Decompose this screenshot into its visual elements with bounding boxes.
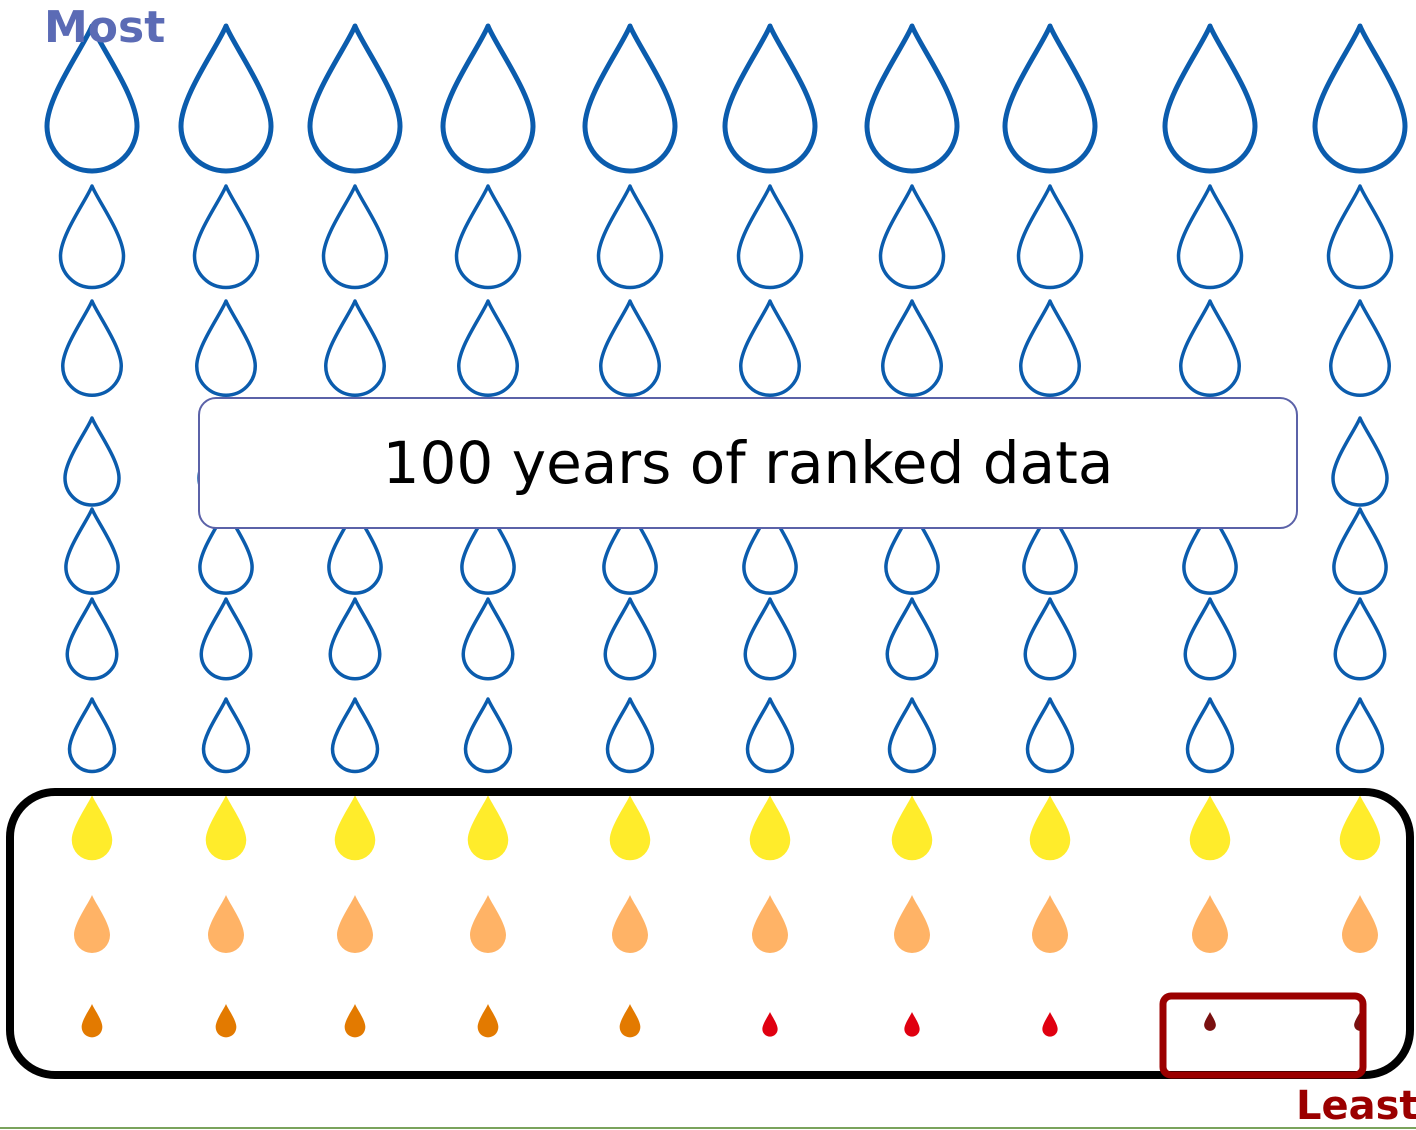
drop-filled-row10-8 <box>1042 1012 1058 1037</box>
drop-outline-row5-1 <box>64 507 120 595</box>
drop-filled-row9-6 <box>752 895 788 953</box>
drop-outline-row1-8 <box>1002 23 1098 174</box>
drop-outline-row2-8 <box>1016 184 1084 290</box>
drop-filled-row9-1 <box>74 895 110 953</box>
drop-outline-row3-7 <box>880 299 944 397</box>
drop-outline-row3-4 <box>456 299 520 397</box>
drop-outline-row7-2 <box>201 697 251 774</box>
drop-outline-row5-8 <box>1022 507 1078 595</box>
drop-outline-row5-10 <box>1332 507 1388 595</box>
drop-outline-row7-10 <box>1335 697 1385 774</box>
drop-outline-row3-2 <box>194 299 258 397</box>
drop-outline-row1-5 <box>582 23 678 174</box>
drop-outline-row7-9 <box>1185 697 1235 774</box>
drop-outline-row6-3 <box>328 597 382 681</box>
drop-outline-row2-9 <box>1176 184 1244 290</box>
most-label: Most <box>44 2 166 53</box>
drop-filled-row9-3 <box>337 895 373 953</box>
drop-filled-row9-10 <box>1342 895 1378 953</box>
drop-outline-row1-4 <box>440 23 536 174</box>
drop-outline-row2-3 <box>321 184 389 290</box>
drop-filled-row10-5 <box>619 1004 641 1038</box>
drop-outline-row3-10 <box>1328 299 1392 397</box>
drop-filled-row8-6 <box>749 795 791 861</box>
drop-filled-row10-4 <box>477 1004 499 1038</box>
drop-filled-row10-6 <box>762 1012 778 1037</box>
drop-filled-row8-1 <box>71 795 113 861</box>
drop-filled-row10-2 <box>215 1004 237 1038</box>
drop-outline-row2-1 <box>58 184 126 290</box>
drop-outline-row5-6 <box>742 507 798 595</box>
drop-outline-row1-3 <box>307 23 403 174</box>
drop-outline-row2-5 <box>596 184 664 290</box>
drop-outline-row1-6 <box>722 23 818 174</box>
drop-outline-row2-10 <box>1326 184 1394 290</box>
drop-filled-row9-2 <box>208 895 244 953</box>
drop-outline-row7-5 <box>605 697 655 774</box>
drop-outline-row6-10 <box>1333 597 1387 681</box>
title-box: 100 years of ranked data <box>198 397 1298 529</box>
drop-filled-row8-5 <box>609 795 651 861</box>
title-text: 100 years of ranked data <box>382 429 1114 497</box>
drop-outline-row7-6 <box>745 697 795 774</box>
drop-filled-row8-4 <box>467 795 509 861</box>
drop-outline-row3-8 <box>1018 299 1082 397</box>
least-label: Least <box>1296 1083 1416 1129</box>
drop-filled-row8-10 <box>1339 795 1381 861</box>
drop-outline-row5-4 <box>460 507 516 595</box>
drop-filled-row9-4 <box>470 895 506 953</box>
drop-outline-row7-1 <box>67 697 117 774</box>
drop-outline-row2-4 <box>454 184 522 290</box>
drop-outline-row1-7 <box>864 23 960 174</box>
drop-outline-row5-5 <box>602 507 658 595</box>
drop-outline-row6-2 <box>199 597 253 681</box>
drop-outline-row1-2 <box>178 23 274 174</box>
drop-outline-row2-2 <box>192 184 260 290</box>
drop-outline-row7-4 <box>463 697 513 774</box>
drop-outline-row2-7 <box>878 184 946 290</box>
drop-filled-row10-3 <box>344 1004 366 1038</box>
drop-outline-row5-9 <box>1182 507 1238 595</box>
drop-filled-row9-8 <box>1032 895 1068 953</box>
drop-outline-row6-4 <box>461 597 515 681</box>
drop-outline-row2-6 <box>736 184 804 290</box>
drop-filled-row8-9 <box>1189 795 1231 861</box>
drop-outline-row3-6 <box>738 299 802 397</box>
drop-filled-row8-8 <box>1029 795 1071 861</box>
drop-outline-row6-8 <box>1023 597 1077 681</box>
drop-outline-row3-3 <box>323 299 387 397</box>
drop-filled-row8-7 <box>891 795 933 861</box>
drop-outline-row1-10 <box>1312 23 1408 174</box>
driest-years-outline <box>1159 992 1367 1079</box>
drop-outline-row3-9 <box>1178 299 1242 397</box>
drop-outline-row6-5 <box>603 597 657 681</box>
drop-outline-row7-7 <box>887 697 937 774</box>
drop-outline-row6-7 <box>885 597 939 681</box>
drop-outline-row7-3 <box>330 697 380 774</box>
drop-filled-row8-2 <box>205 795 247 861</box>
drop-filled-row10-9 <box>1204 1012 1216 1031</box>
drop-filled-row9-7 <box>894 895 930 953</box>
drop-filled-row9-9 <box>1192 895 1228 953</box>
drop-outline-row1-1 <box>44 23 140 174</box>
drop-outline-row3-1 <box>60 299 124 397</box>
drop-outline-row4-1 <box>63 416 121 507</box>
drop-outline-row6-1 <box>65 597 119 681</box>
drop-filled-row8-3 <box>334 795 376 861</box>
drop-outline-row6-9 <box>1183 597 1237 681</box>
drop-outline-row6-6 <box>743 597 797 681</box>
footer-divider <box>0 1127 1416 1129</box>
drop-outline-row3-5 <box>598 299 662 397</box>
drop-filled-row10-1 <box>81 1004 103 1038</box>
dry-years-group-outline <box>6 788 1414 1079</box>
drop-outline-row1-9 <box>1162 23 1258 174</box>
drop-outline-row5-3 <box>327 507 383 595</box>
drop-outline-row7-8 <box>1025 697 1075 774</box>
drop-outline-row5-7 <box>884 507 940 595</box>
drop-outline-row4-10 <box>1331 416 1389 507</box>
drop-filled-row10-7 <box>904 1012 920 1037</box>
drop-filled-row9-5 <box>612 895 648 953</box>
drop-outline-row5-2 <box>198 507 254 595</box>
